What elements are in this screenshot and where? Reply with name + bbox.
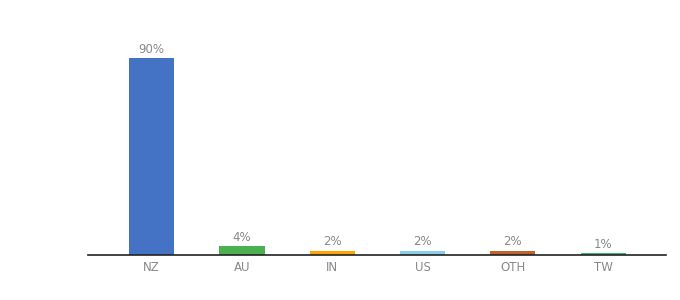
Text: 2%: 2%: [323, 236, 341, 248]
Text: 2%: 2%: [504, 236, 522, 248]
Bar: [581, 253, 626, 255]
Text: 1%: 1%: [594, 238, 613, 250]
Bar: [129, 58, 174, 255]
Bar: [220, 246, 265, 255]
Bar: [309, 250, 355, 255]
Bar: [400, 250, 445, 255]
Text: 4%: 4%: [233, 231, 251, 244]
Text: 2%: 2%: [413, 236, 432, 248]
Text: 90%: 90%: [139, 43, 165, 56]
Bar: [490, 250, 535, 255]
